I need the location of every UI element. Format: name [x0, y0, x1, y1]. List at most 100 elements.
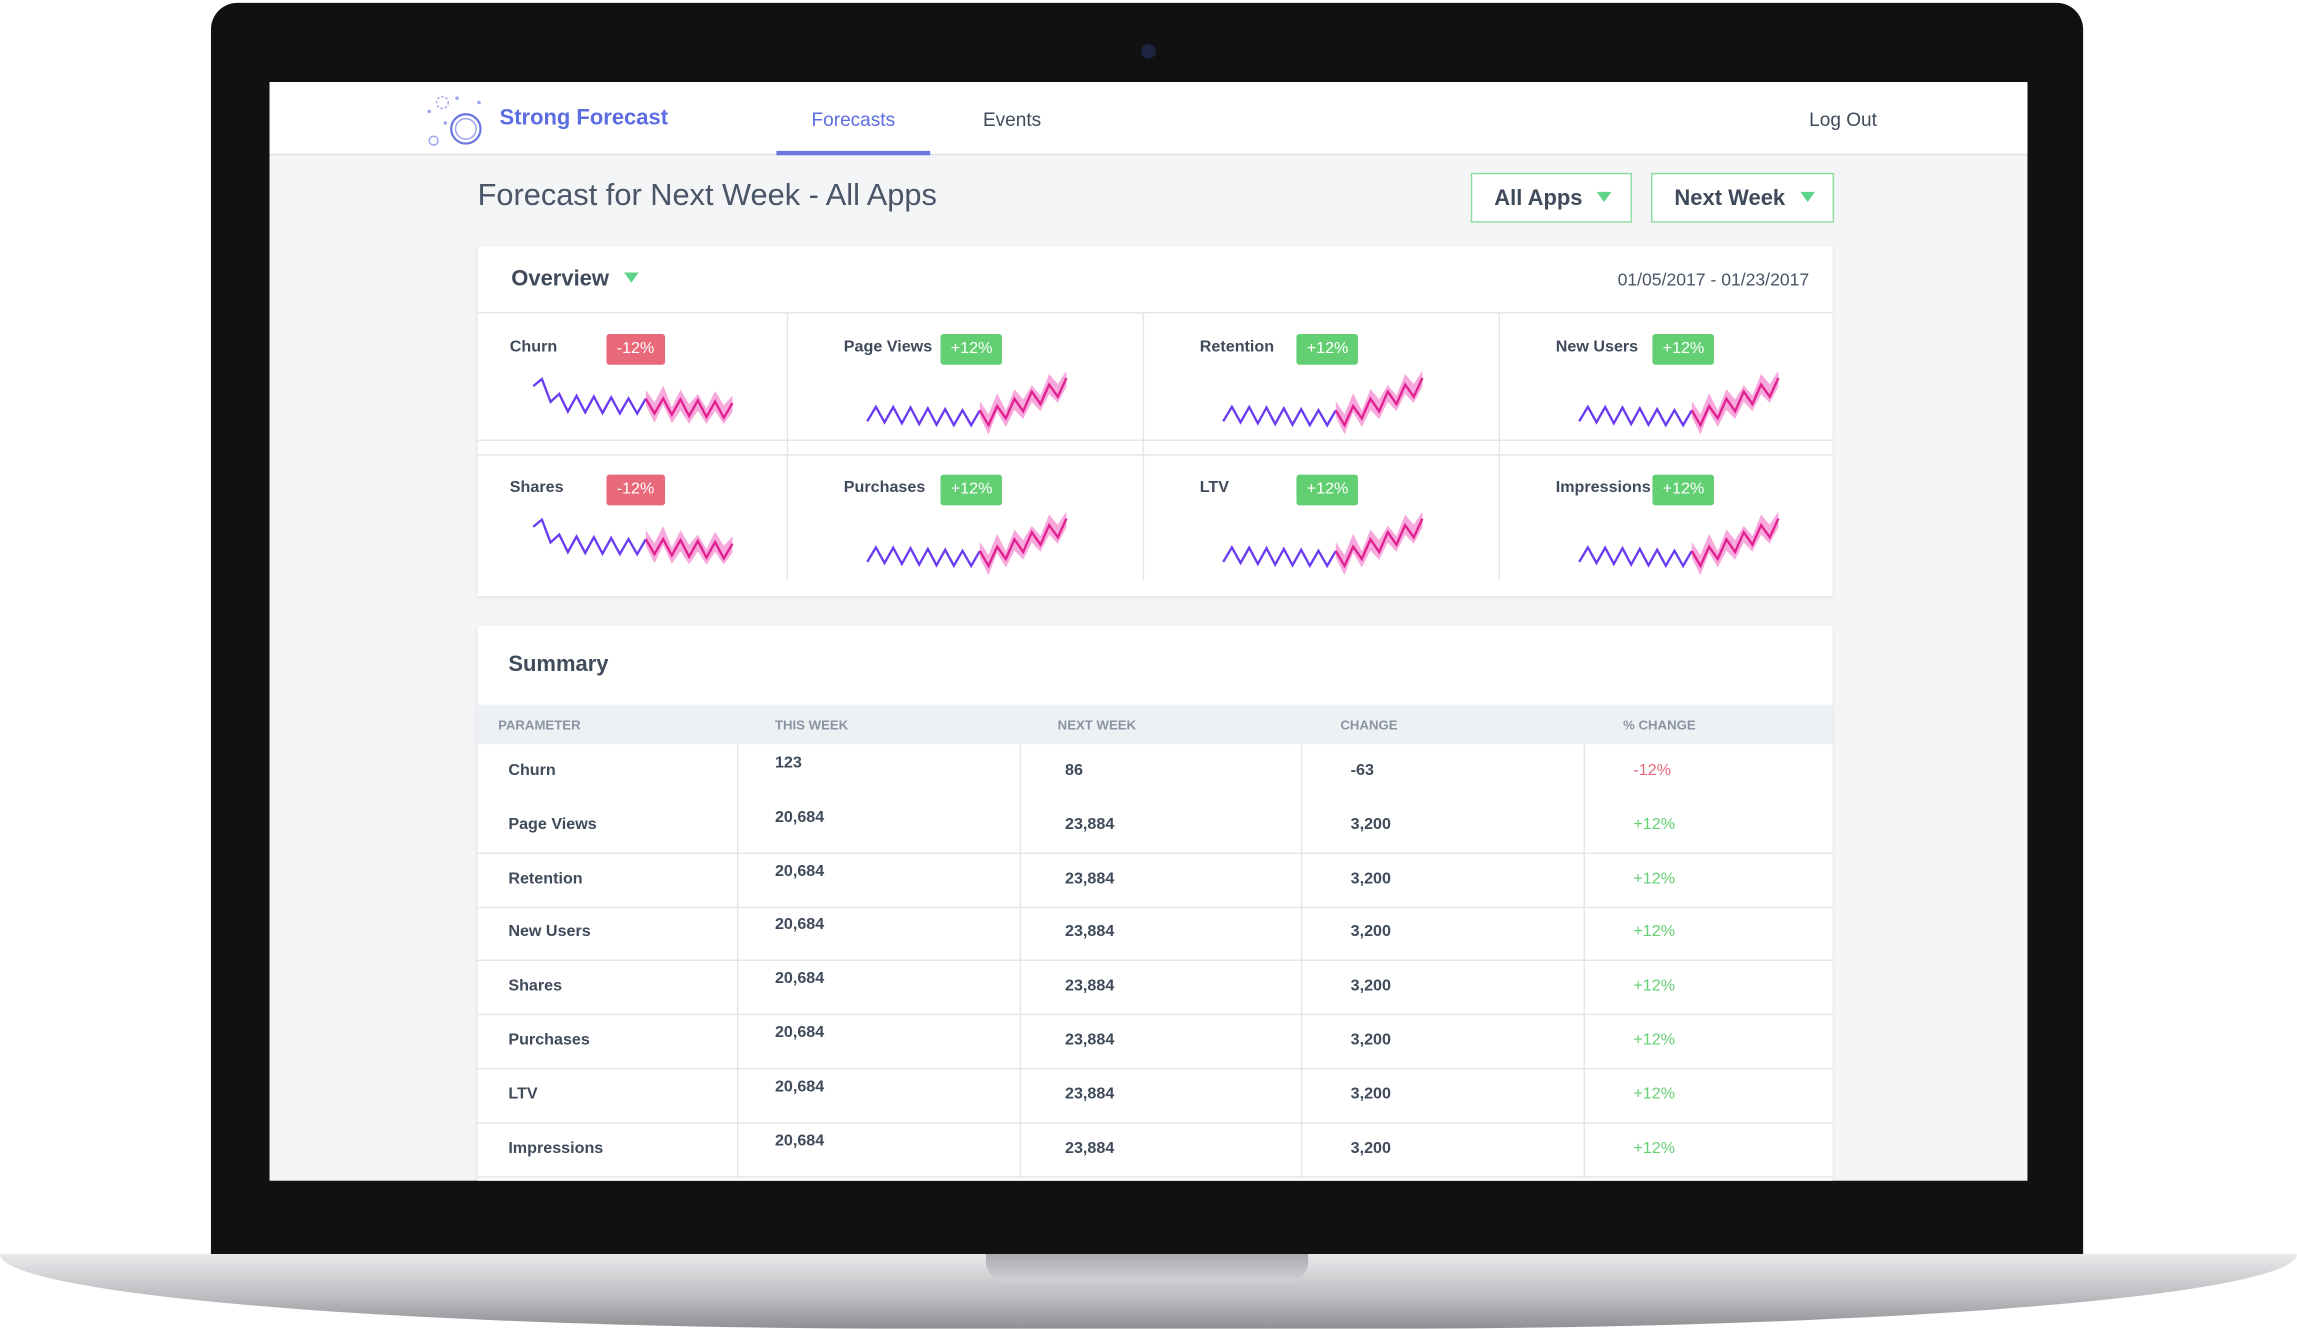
table-cell: Purchases — [508, 1031, 590, 1049]
row-divider — [477, 454, 1833, 456]
column-divider — [1019, 905, 1022, 962]
metric-label: Page Views — [843, 338, 933, 356]
forecast-band — [645, 385, 733, 425]
column-divider — [1019, 1013, 1022, 1070]
metric-label: Purchases — [843, 479, 926, 497]
nav-tab[interactable]: Events — [982, 108, 1042, 131]
sparkline — [1578, 512, 1780, 576]
sparkline — [866, 372, 1068, 435]
table-cell: 23,884 — [1064, 869, 1115, 888]
change-badge: -12% — [606, 474, 665, 506]
row-divider — [477, 852, 1833, 854]
row-divider — [477, 1013, 1833, 1016]
row-divider — [477, 960, 1833, 962]
column-divider — [1300, 798, 1303, 854]
column-divider — [1300, 959, 1303, 1016]
column-divider — [1583, 905, 1586, 962]
table-cell: 23,884 — [1064, 1085, 1115, 1103]
table-cell: 3,200 — [1350, 923, 1391, 942]
table-cell: 20,684 — [774, 862, 825, 880]
metric-label: Shares — [509, 479, 564, 497]
table-header — [477, 704, 1833, 745]
table-cell: Shares — [508, 977, 563, 995]
change-badge: -12% — [606, 334, 665, 365]
table-cell: 20,684 — [774, 970, 825, 988]
forecast-line — [1690, 377, 1780, 428]
table-cell: +12% — [1633, 1139, 1676, 1157]
table-cell: 3,200 — [1350, 869, 1391, 888]
table-cell: LTV — [508, 1085, 538, 1103]
column-divider — [1583, 1121, 1586, 1178]
column-divider — [1300, 744, 1303, 800]
column-divider — [1583, 1067, 1586, 1124]
summary-card: Summary PARAMETER THIS WEEK NEXT WEEK CHANG… — [477, 625, 1833, 1181]
metric-label: LTV — [1199, 479, 1230, 497]
forecast-band — [1691, 512, 1779, 576]
sparkline — [1222, 512, 1424, 576]
column-divider — [1300, 1121, 1303, 1178]
column-header: % CHANGE — [1623, 717, 1696, 733]
table-cell: +12% — [1633, 1085, 1676, 1103]
table-cell: 123 — [774, 754, 802, 773]
row-divider — [477, 1175, 1833, 1178]
history-line — [1222, 404, 1337, 428]
row-divider — [477, 439, 1833, 441]
column-divider — [736, 905, 739, 962]
forecast-line — [1334, 518, 1424, 569]
column-divider — [736, 798, 739, 854]
forecast-line — [978, 518, 1068, 569]
history-line — [1222, 545, 1337, 569]
column-header: THIS WEEK — [774, 717, 849, 733]
sparkline — [532, 517, 734, 565]
column-divider — [736, 851, 739, 908]
column-divider — [1019, 959, 1022, 1016]
camera — [1141, 43, 1156, 59]
table-cell: -12% — [1633, 761, 1672, 780]
sparkline — [1222, 372, 1424, 435]
screen: Strong Forecast Forecasts Events Log Out… — [269, 82, 2028, 1181]
table-cell: 23,884 — [1064, 923, 1115, 942]
column-divider — [1019, 1121, 1022, 1178]
column-divider — [1583, 798, 1586, 854]
table-cell: 3,200 — [1350, 815, 1391, 834]
overview-title[interactable]: Overview — [511, 266, 639, 292]
history-line — [532, 517, 647, 557]
column-divider — [736, 1013, 739, 1070]
column-divider — [1019, 851, 1022, 908]
cell-divider — [1498, 313, 1501, 581]
column-divider — [736, 959, 739, 1016]
metric-label: Impressions — [1555, 479, 1651, 497]
table-cell: 3,200 — [1350, 1085, 1391, 1103]
sparkline — [1578, 372, 1780, 435]
history-line — [866, 545, 981, 569]
metric-label: Churn — [509, 338, 558, 356]
forecast-line — [644, 396, 734, 421]
filter-dropdown[interactable]: Next Week — [1650, 172, 1835, 223]
history-line — [1578, 404, 1693, 428]
table-cell: 20,684 — [774, 1131, 825, 1150]
logout[interactable]: Log Out — [1809, 108, 1877, 131]
table-cell: +12% — [1633, 815, 1676, 834]
forecast-line — [1334, 377, 1424, 428]
table-cell: 20,684 — [774, 916, 825, 934]
nav-tab-active[interactable]: Forecasts — [776, 82, 931, 156]
row-divider — [477, 1067, 1833, 1070]
filter-dropdown[interactable]: All Apps — [1470, 172, 1632, 223]
brand[interactable]: Strong Forecast — [499, 105, 669, 131]
sparkline — [532, 377, 734, 425]
table-cell: 20,684 — [774, 808, 825, 826]
table-cell: 23,884 — [1064, 977, 1115, 995]
table-cell: Churn — [508, 761, 556, 780]
table-cell: 23,884 — [1064, 1031, 1115, 1049]
overview-label: Overview — [511, 266, 609, 292]
metric-label: New Users — [1555, 338, 1639, 356]
column-header: PARAMETER — [498, 717, 581, 733]
change-badge: +12% — [1296, 474, 1359, 506]
table-cell: +12% — [1633, 869, 1676, 888]
summary-title: Summary — [508, 651, 609, 677]
table-cell: 23,884 — [1064, 1139, 1115, 1157]
history-line — [532, 377, 647, 416]
table-cell: Retention — [508, 869, 583, 888]
column-divider — [1300, 905, 1303, 962]
